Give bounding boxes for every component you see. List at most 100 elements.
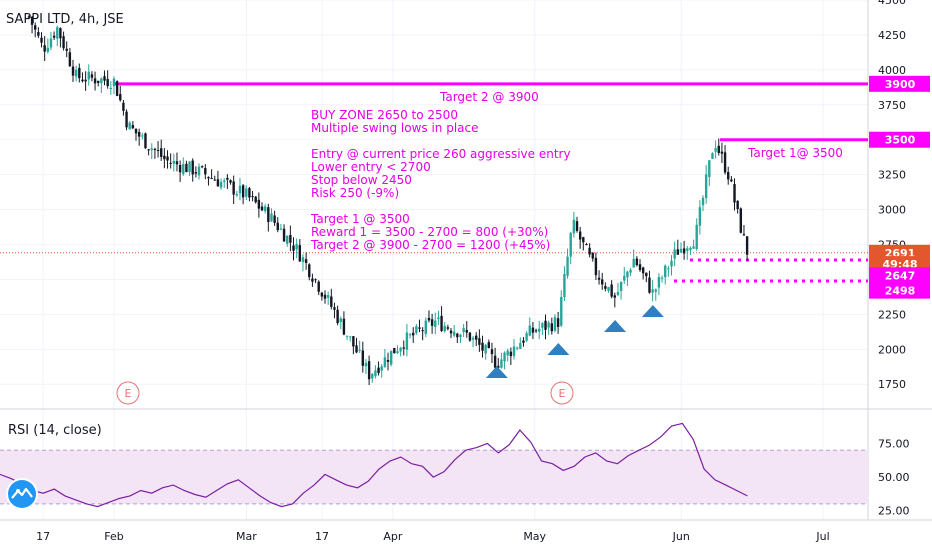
candle-body <box>512 346 516 357</box>
candle-body <box>538 328 541 332</box>
candle-body <box>506 350 509 356</box>
candle-body <box>544 320 547 330</box>
candle-body <box>689 247 692 250</box>
candle-body <box>641 267 645 274</box>
candle-body <box>46 47 50 52</box>
candle-body <box>515 347 519 349</box>
candle-body <box>424 320 428 334</box>
candle-body <box>708 160 711 178</box>
candle-body <box>468 332 472 341</box>
candle-body <box>336 309 339 324</box>
candle-body <box>93 78 97 84</box>
price-tag-label: 2647 <box>885 269 916 282</box>
candle-body <box>71 66 75 76</box>
candle-body <box>43 45 46 52</box>
candle-body <box>219 181 223 188</box>
swing-low-marker-icon[interactable] <box>641 305 664 317</box>
y-tick-label: 1750 <box>878 378 906 391</box>
candle-body <box>389 350 393 365</box>
candle-body <box>462 328 465 333</box>
candle-body <box>402 347 405 349</box>
candle-body <box>345 335 349 337</box>
candle-body <box>682 248 686 254</box>
candle-body <box>304 259 308 263</box>
candle-body <box>84 79 87 82</box>
event-marker[interactable]: E <box>116 381 140 405</box>
candle-body <box>717 145 720 153</box>
rsi-title[interactable]: RSI (14, close) <box>8 423 102 438</box>
candle-body <box>270 213 273 222</box>
candle-body <box>156 150 160 152</box>
candle-body <box>160 148 163 157</box>
y-tick-label: 3750 <box>878 99 906 112</box>
candle-body <box>371 373 374 379</box>
candle-body <box>260 206 264 211</box>
candle-body <box>267 207 270 222</box>
candle-body <box>103 76 106 81</box>
candle-body <box>298 245 302 262</box>
candle-body <box>575 221 579 231</box>
candle-body <box>566 256 569 276</box>
candle-body <box>144 133 147 149</box>
candle-body <box>654 289 657 292</box>
candle-body <box>629 269 632 273</box>
candle-body <box>475 335 478 340</box>
candle-body <box>604 285 607 289</box>
candle-body <box>27 16 31 18</box>
candle-body <box>97 80 100 83</box>
candle-body <box>153 148 157 151</box>
candle-body <box>241 185 245 198</box>
x-tick-label: Feb <box>104 530 123 543</box>
price-tag <box>869 75 930 92</box>
candle-body <box>213 179 216 181</box>
candle-body <box>251 196 254 198</box>
swing-low-marker-icon[interactable] <box>604 320 627 332</box>
candle-body <box>692 246 695 249</box>
candle-body <box>238 185 242 194</box>
candle-body <box>330 296 333 307</box>
candle-body <box>56 27 59 39</box>
candle-body <box>320 292 324 297</box>
candle-body <box>235 194 239 196</box>
candle-body <box>679 248 683 253</box>
candle-body <box>229 180 232 183</box>
candle-body <box>49 38 53 48</box>
candle-body <box>443 325 446 332</box>
candle-body <box>276 222 279 231</box>
note-line-2: Multiple swing lows in place <box>311 121 479 135</box>
symbol-title[interactable]: SAPPI LTD, 4h, JSE <box>6 12 124 27</box>
price-tag <box>869 131 930 148</box>
tradingview-logo-icon[interactable] <box>8 480 36 508</box>
candle-body <box>503 352 506 362</box>
candle-body <box>377 367 380 374</box>
event-marker[interactable]: E <box>550 381 574 405</box>
candle-body <box>81 79 84 82</box>
candle-body <box>134 128 138 134</box>
candle-body <box>427 317 431 321</box>
candle-body <box>163 155 166 160</box>
candle-body <box>311 278 314 282</box>
swing-low-marker-icon[interactable] <box>547 343 570 355</box>
note-line-6: Stop below 2450 <box>311 173 412 187</box>
candle-body <box>361 350 365 366</box>
candle-body <box>591 253 594 259</box>
candle-body <box>742 234 746 236</box>
candle-body <box>415 326 418 334</box>
candle-body <box>175 161 179 165</box>
candle-body <box>339 318 342 322</box>
price-grid <box>0 0 932 521</box>
rsi-tick-label: 75.00 <box>878 438 910 451</box>
candle-body <box>594 257 598 276</box>
candle-body <box>122 102 125 111</box>
candle-body <box>525 333 528 341</box>
candle-body <box>37 32 40 36</box>
swing-low-marker-icon[interactable] <box>485 366 508 378</box>
candle-body <box>106 79 109 87</box>
candle-body <box>289 234 292 243</box>
candle-body <box>257 199 261 209</box>
candle-body <box>137 131 141 137</box>
x-tick-label: Jun <box>672 530 690 543</box>
candle-body <box>68 52 72 67</box>
